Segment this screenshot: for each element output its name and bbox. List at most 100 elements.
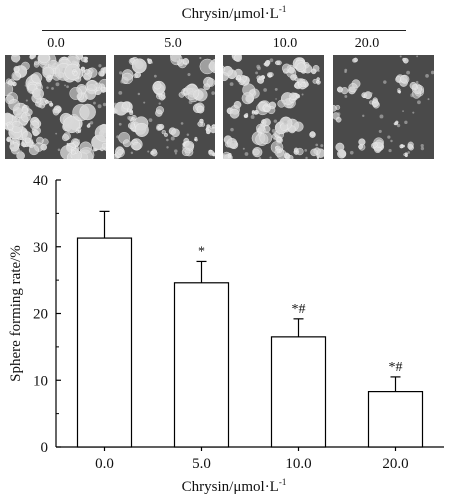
micrograph-3-image bbox=[333, 55, 434, 159]
bar-chart: 0 10 20 30 40 Sphere forming rate/% 0.0 5.0 * 10.… bbox=[8, 173, 444, 472]
sphere-cluster bbox=[21, 104, 33, 117]
sphere-cluster bbox=[36, 136, 49, 151]
sphere-cluster bbox=[61, 132, 71, 142]
sphere-cluster bbox=[72, 103, 96, 122]
panel-label-3: 20.0 bbox=[354, 36, 380, 51]
sphere-cluster bbox=[403, 152, 408, 158]
micrograph-1-image bbox=[114, 55, 215, 159]
sphere-cluster bbox=[86, 122, 91, 128]
significance-label: *# bbox=[389, 360, 403, 375]
sphere-cluster bbox=[208, 149, 215, 157]
sphere-cluster bbox=[80, 66, 86, 73]
y-tick-label: 20 bbox=[33, 307, 48, 323]
concentration-header-sup: -1 bbox=[278, 4, 287, 14]
sphere-cluster bbox=[192, 102, 205, 114]
sphere-cluster bbox=[11, 55, 21, 63]
x-axis-label-text: Chrysin/μmol·L bbox=[181, 479, 279, 495]
sphere-cluster bbox=[168, 127, 180, 138]
sphere-cluster bbox=[13, 66, 20, 73]
sphere-cluster bbox=[181, 140, 195, 157]
bar bbox=[173, 282, 230, 448]
sphere-cluster bbox=[26, 81, 44, 100]
sphere-cluster bbox=[161, 130, 168, 137]
sphere-cluster bbox=[5, 92, 20, 111]
sphere-cluster bbox=[54, 63, 81, 83]
x-axis-label-sup: -1 bbox=[278, 477, 287, 487]
concentration-header: Chrysin/μmol·L-1 bbox=[0, 4, 468, 23]
sphere-cluster bbox=[256, 118, 271, 133]
significance-label: *# bbox=[292, 302, 306, 317]
sphere-cluster bbox=[37, 55, 57, 70]
sphere-cluster bbox=[11, 71, 22, 81]
concentration-header-text: Chrysin/μmol·L bbox=[181, 6, 279, 22]
sphere-cluster bbox=[310, 65, 320, 75]
sphere-cluster bbox=[223, 135, 239, 150]
sphere-cluster bbox=[75, 127, 82, 134]
y-tick-label: 40 bbox=[33, 173, 48, 189]
sphere-cluster bbox=[281, 63, 297, 78]
sphere-cluster bbox=[30, 116, 42, 130]
sphere-cluster bbox=[194, 136, 198, 142]
sphere-cluster bbox=[227, 153, 232, 159]
bar bbox=[76, 237, 133, 448]
sphere-cluster bbox=[275, 145, 282, 153]
sphere-cluster bbox=[369, 97, 378, 105]
sphere-cluster bbox=[48, 100, 54, 107]
sphere-cluster bbox=[309, 131, 316, 138]
sphere-cluster bbox=[210, 124, 215, 134]
sphere-cluster bbox=[20, 142, 26, 148]
micrograph-0 bbox=[5, 55, 106, 159]
sphere-cluster bbox=[71, 69, 78, 76]
significance-label: * bbox=[198, 244, 205, 259]
sphere-cluster bbox=[267, 72, 274, 78]
sphere-cluster bbox=[206, 124, 212, 130]
sphere-cluster bbox=[251, 131, 273, 146]
sphere-cluster bbox=[352, 57, 358, 63]
x-axis-label: Chrysin/μmol·L-1 bbox=[0, 477, 468, 496]
sphere-cluster bbox=[100, 142, 106, 152]
sphere-cluster bbox=[118, 132, 131, 148]
micrograph-3 bbox=[333, 55, 434, 159]
panel-label-1: 5.0 bbox=[164, 36, 182, 51]
sphere-cluster bbox=[399, 144, 405, 149]
sphere-cluster bbox=[226, 100, 242, 119]
sphere-cluster bbox=[293, 147, 304, 156]
sphere-cluster bbox=[258, 75, 265, 81]
sphere-cluster bbox=[348, 79, 361, 95]
x-tick-label: 0.0 bbox=[95, 456, 114, 472]
sphere-cluster bbox=[393, 120, 399, 126]
sphere-cluster bbox=[296, 62, 313, 74]
sphere-cluster bbox=[183, 84, 208, 102]
panel-label-0: 0.0 bbox=[47, 36, 65, 51]
sphere-cluster bbox=[156, 123, 165, 131]
sphere-cluster bbox=[243, 113, 249, 119]
x-tick-label: 10.0 bbox=[285, 456, 311, 472]
sphere-cluster bbox=[399, 74, 410, 87]
bar bbox=[270, 336, 327, 448]
sphere-cluster bbox=[333, 105, 341, 112]
x-tick-label: 20.0 bbox=[382, 456, 408, 472]
sphere-cluster bbox=[312, 77, 321, 85]
sphere-cluster bbox=[59, 112, 83, 134]
bar bbox=[367, 390, 424, 448]
sphere-cluster bbox=[82, 67, 98, 81]
sphere-cluster bbox=[127, 108, 134, 116]
x-tick-label: 5.0 bbox=[192, 456, 211, 472]
sphere-cluster bbox=[199, 58, 215, 75]
sphere-cluster bbox=[44, 99, 49, 104]
sphere-cluster bbox=[130, 138, 143, 151]
micrograph-2 bbox=[223, 55, 324, 159]
sphere-cluster bbox=[409, 81, 418, 91]
sphere-cluster bbox=[6, 136, 15, 145]
panel-label-2: 10.0 bbox=[272, 36, 298, 51]
sphere-cluster bbox=[236, 74, 242, 81]
sphere-cluster bbox=[33, 60, 40, 68]
sphere-cluster bbox=[241, 83, 260, 105]
sphere-cluster bbox=[231, 55, 242, 62]
micrograph-1 bbox=[114, 55, 215, 159]
y-tick-label: 10 bbox=[33, 373, 48, 389]
sphere-cluster bbox=[283, 152, 294, 159]
sphere-cluster bbox=[5, 121, 14, 131]
y-tick-label: 30 bbox=[33, 240, 48, 256]
sphere-cluster bbox=[98, 66, 106, 77]
